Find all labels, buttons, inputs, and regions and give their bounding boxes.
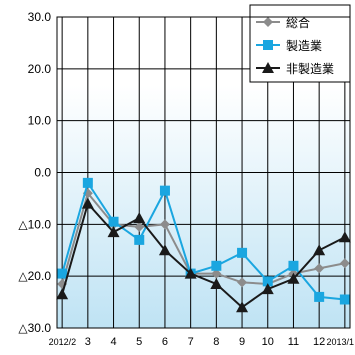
x-tick-label: 3: [85, 336, 91, 348]
legend-label: 製造業: [286, 39, 322, 53]
data-point: [210, 277, 223, 289]
x-tick-label: 9: [239, 336, 245, 348]
data-point: [107, 226, 120, 238]
x-axis: 2012/2 3 4 5 6 7 8 9 10 11 12 2013/1: [49, 336, 354, 348]
series-line: [61, 201, 346, 309]
series-3: [56, 197, 351, 313]
x-tick-label: 2013/1: [326, 337, 354, 347]
x-tick-label: 6: [162, 336, 168, 348]
data-point: [339, 294, 350, 305]
data-point: [158, 244, 171, 256]
series-line: [61, 180, 345, 301]
x-tick-label: 4: [110, 336, 116, 348]
legend-marker: [263, 17, 273, 27]
x-tick-label: 11: [288, 336, 299, 348]
y-tick-label: △30.0: [18, 321, 51, 335]
x-tick-label: 2012/2: [49, 337, 77, 347]
y-tick-label: △10.0: [18, 217, 51, 231]
legend-marker: [263, 40, 273, 50]
y-tick-label: 20.0: [28, 62, 52, 76]
data-point: [211, 268, 222, 279]
data-point: [159, 219, 170, 230]
data-point: [211, 260, 222, 271]
grid-lines: [57, 16, 350, 329]
series-layer: [56, 177, 351, 313]
y-tick-label: 30.0: [28, 10, 52, 24]
x-tick-label: 8: [213, 336, 219, 348]
data-point: [184, 267, 197, 279]
y-tick-label: 0.0: [34, 166, 51, 180]
data-point: [261, 283, 274, 295]
data-point: [313, 244, 326, 256]
data-point: [338, 231, 351, 243]
data-point: [57, 268, 68, 279]
data-point: [314, 291, 325, 302]
y-tick-label: △20.0: [18, 269, 51, 283]
data-point: [339, 258, 350, 269]
data-point: [134, 221, 145, 232]
data-point: [81, 197, 94, 209]
legend-label: 総合: [286, 15, 310, 30]
data-point: [236, 301, 249, 313]
data-point: [159, 185, 170, 196]
y-axis: 30.0 20.0 10.0 0.0 △10.0 △20.0 △30.0: [18, 10, 51, 335]
data-point: [262, 276, 273, 287]
data-point: [82, 177, 93, 188]
data-point: [134, 234, 145, 245]
x-tick-label: 7: [188, 336, 194, 348]
data-point: [288, 260, 299, 271]
data-point: [237, 247, 248, 258]
x-tick-label: 5: [136, 336, 142, 348]
data-point: [287, 272, 300, 284]
x-tick-label: 10: [262, 336, 274, 348]
y-tick-label: 10.0: [28, 114, 52, 128]
data-point: [108, 216, 119, 227]
data-point: [314, 263, 325, 274]
legend-label: 非製造業: [286, 62, 334, 76]
data-point: [133, 212, 146, 224]
legend-marker: [262, 62, 274, 73]
x-tick-label: 12: [313, 336, 325, 348]
data-point: [56, 288, 69, 300]
data-point: [237, 277, 248, 288]
plot-frame: [56, 16, 351, 329]
